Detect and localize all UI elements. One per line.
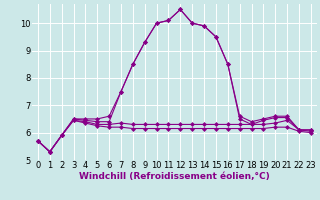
X-axis label: Windchill (Refroidissement éolien,°C): Windchill (Refroidissement éolien,°C) <box>79 172 270 181</box>
